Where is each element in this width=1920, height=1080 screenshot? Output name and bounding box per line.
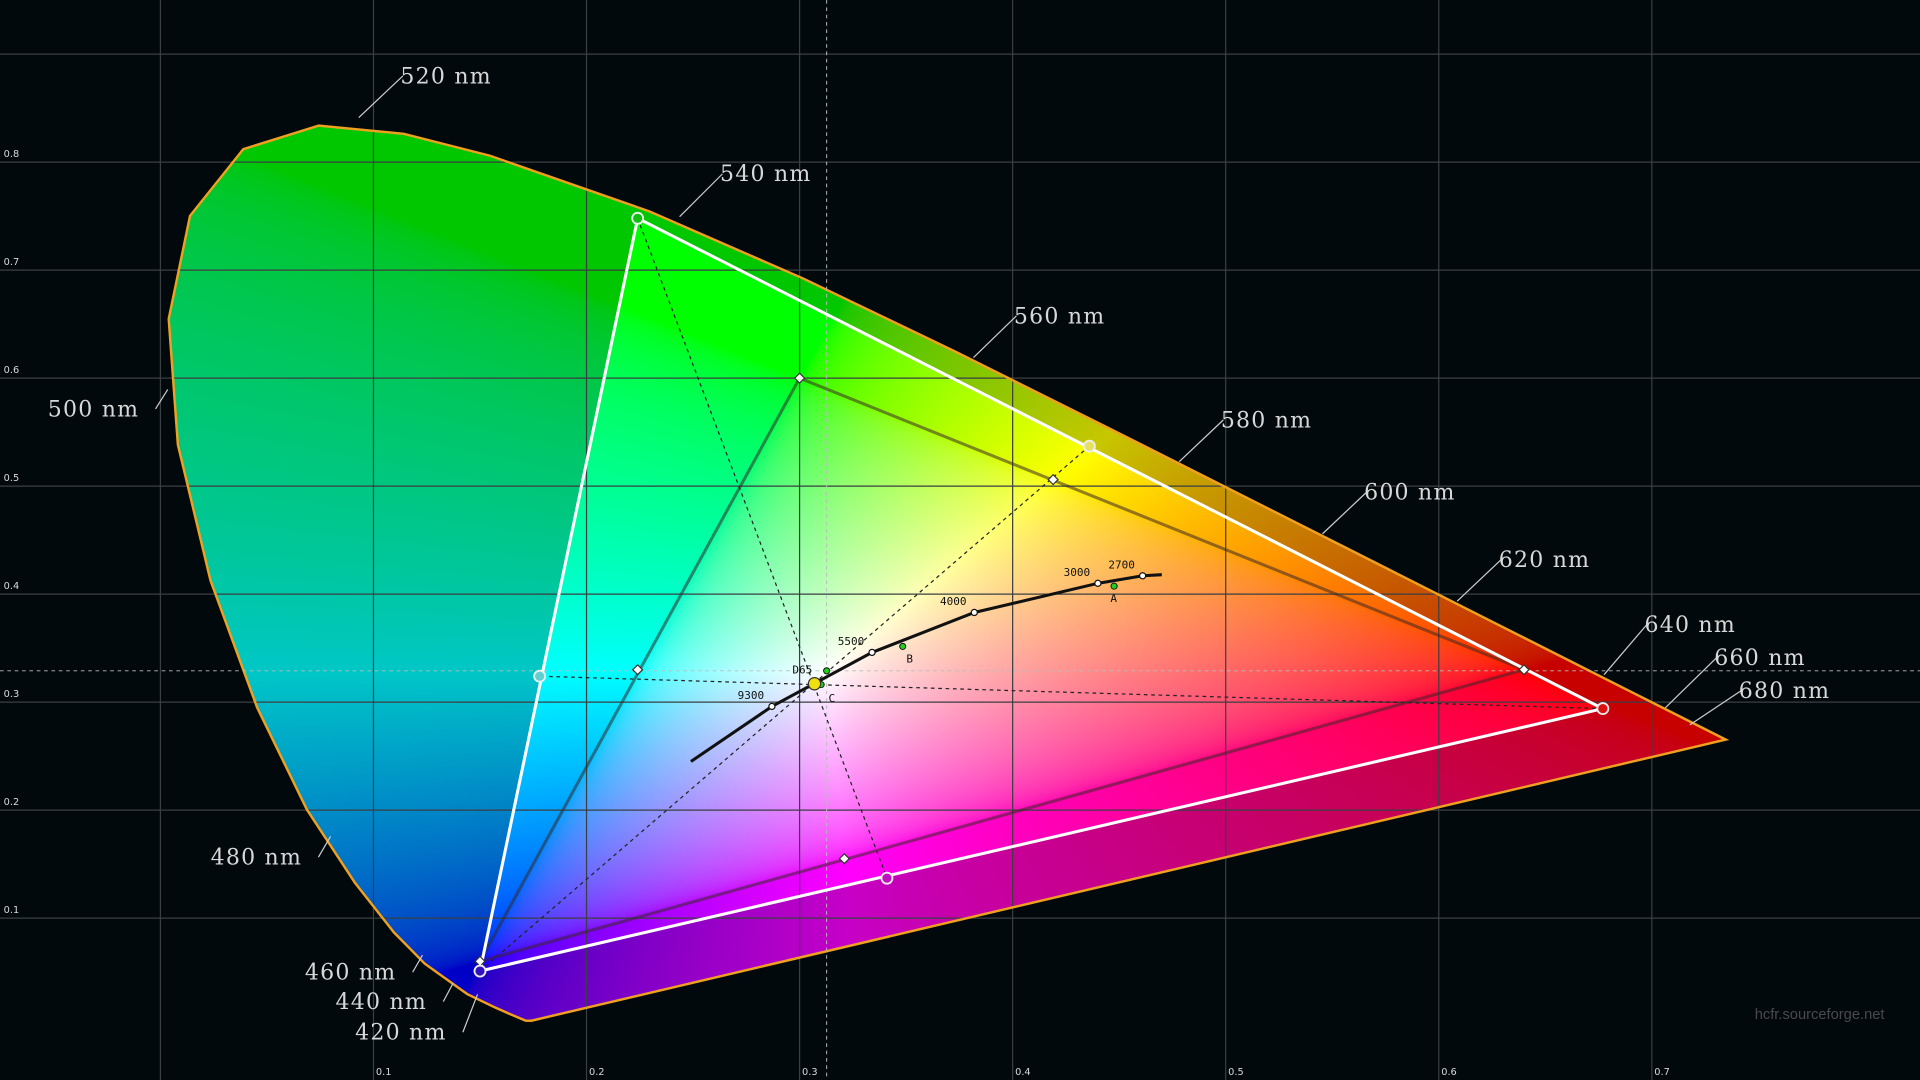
y-tick-label: 0.8 <box>4 149 20 160</box>
wavelength-label: 620 nm <box>1499 548 1590 573</box>
cct-label: 2700 <box>1108 558 1135 571</box>
x-tick-label: 0.3 <box>802 1067 818 1078</box>
cct-point <box>868 648 876 657</box>
cct-label: 9300 <box>738 689 765 702</box>
y-tick-label: 0.2 <box>4 797 20 808</box>
wavelength-label: 640 nm <box>1644 613 1735 638</box>
illuminant-label: B <box>906 652 913 665</box>
illuminant-label: A <box>1110 592 1117 605</box>
wavelength-label: 660 nm <box>1714 646 1805 671</box>
wavelength-label: 420 nm <box>355 1021 446 1046</box>
cct-point <box>768 702 776 711</box>
reference-green-marker <box>793 372 806 384</box>
spectral-locus <box>167 124 1730 1022</box>
wavelength-labels: 520 nm 540 nm 560 nm 580 nm 600 nm 620 nm 640 … <box>48 64 1830 1046</box>
wavelength-label: 480 nm <box>211 845 302 870</box>
x-tick-label: 0.4 <box>1015 1067 1031 1078</box>
cct-label: 3000 <box>1064 566 1091 579</box>
cct-point <box>1094 579 1102 587</box>
illuminant-point <box>823 667 831 675</box>
x-tick-label: 0.5 <box>1228 1067 1244 1078</box>
watermark: hcfr.sourceforge.net <box>1755 1007 1885 1023</box>
x-tick-label: 0.1 <box>376 1067 392 1078</box>
measured-yellow-point <box>1082 439 1096 453</box>
wavelength-leader-line <box>973 315 1017 358</box>
dashed-line-blue-yellow <box>479 445 1090 972</box>
wavelength-label: 440 nm <box>336 990 427 1015</box>
wavelength-leader-line <box>1322 491 1367 535</box>
wavelength-leader-line <box>358 75 404 118</box>
measured-magenta-point <box>880 871 894 885</box>
wavelength-leader-line <box>1178 419 1224 463</box>
y-tick-label: 0.1 <box>4 905 20 916</box>
measured-cyan-point <box>533 669 547 683</box>
wavelength-leader-line <box>442 982 454 1002</box>
wavelength-leader-line <box>1603 624 1648 676</box>
y-tick-label: 0.4 <box>4 581 20 592</box>
y-tick-label: 0.5 <box>4 473 20 484</box>
wavelength-leader-line <box>462 994 479 1033</box>
wavelength-label: 580 nm <box>1221 408 1312 433</box>
tick-labels: 0.1 0.2 0.3 0.4 0.5 0.6 0.7 0.1 0.2 0.3 0.4 0.5 0.6 0… <box>4 149 1670 1078</box>
wavelength-leader-line <box>1664 657 1718 709</box>
cct-label: 5500 <box>838 635 865 648</box>
measured-white-point <box>807 677 822 691</box>
reference-magenta-marker <box>838 852 851 865</box>
cct-point <box>970 608 978 617</box>
wavelength-leader-line <box>1456 559 1502 602</box>
measured-gamut-triangle <box>478 216 1608 974</box>
cct-label: 4000 <box>940 595 967 608</box>
planckian-locus <box>690 573 1162 763</box>
wavelength-label: 560 nm <box>1014 304 1105 329</box>
wavelength-label: 680 nm <box>1739 679 1830 704</box>
wavelength-label: 520 nm <box>400 64 491 89</box>
y-tick-label: 0.3 <box>4 689 20 700</box>
wavelength-leader-line <box>154 389 169 410</box>
reference-red-marker <box>1518 663 1530 676</box>
x-tick-label: 0.6 <box>1441 1067 1457 1078</box>
measured-blue-point <box>473 964 487 978</box>
measured-green-point <box>631 211 645 225</box>
wavelength-leader-line <box>317 836 332 858</box>
wavelength-label: 600 nm <box>1364 481 1455 506</box>
dashed-line-red-cyan <box>539 675 1603 710</box>
illuminant-point <box>1110 582 1118 590</box>
dashed-line-green-magenta <box>637 218 888 879</box>
reference-cyan-marker <box>631 663 644 676</box>
wavelength-leader-line <box>412 954 423 973</box>
wavelength-leader-line <box>679 173 723 218</box>
illuminant-point <box>899 642 907 650</box>
reference-yellow-marker <box>1047 473 1059 486</box>
wavelength-label: 460 nm <box>305 961 396 986</box>
x-tick-label: 0.7 <box>1654 1067 1670 1078</box>
wavelength-leader-line <box>1689 690 1742 726</box>
y-tick-label: 0.7 <box>4 257 20 268</box>
wavelength-label: 500 nm <box>48 397 139 422</box>
illuminant-label: D65 <box>792 663 812 676</box>
y-tick-label: 0.6 <box>4 365 20 376</box>
illuminant-label: C <box>828 692 835 705</box>
cct-point <box>1138 572 1147 580</box>
x-tick-label: 0.2 <box>589 1067 605 1078</box>
wavelength-label: 540 nm <box>720 162 811 187</box>
measured-red-point <box>1596 702 1610 716</box>
